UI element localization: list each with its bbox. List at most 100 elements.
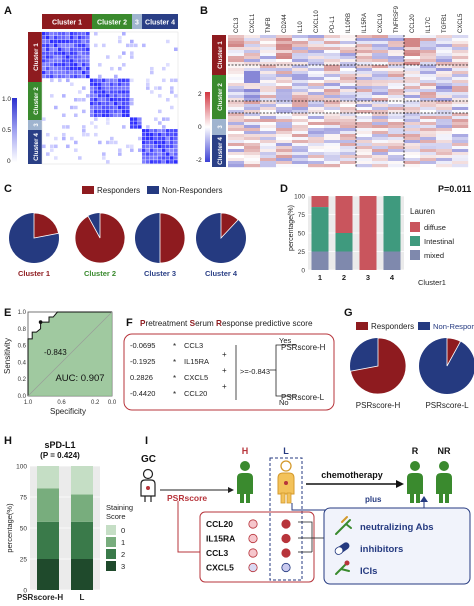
b-cluster-1-side (212, 35, 226, 75)
g-pie-1-label: PSRscore-H (356, 401, 401, 410)
matrix-cell (62, 55, 66, 59)
matrix-cell (134, 117, 138, 121)
heat-cell (388, 101, 405, 105)
matrix-cell (54, 70, 58, 75)
heat-cell (276, 101, 293, 105)
d-bar-intestinal (383, 196, 401, 252)
matrix-cell (150, 70, 154, 75)
matrix-cell (90, 121, 94, 125)
heat-cell (324, 50, 341, 54)
matrix-cell (110, 90, 114, 94)
matrix-cell (106, 98, 110, 102)
matrix-cell (62, 35, 66, 40)
heat-cell (228, 50, 245, 54)
lauren-stacked-bars: 1 2 3 4 (311, 196, 401, 282)
heat-cell (260, 38, 277, 42)
f-score-terms: -0.0695 * CCL3 + -0.1925 * IL15RA +0.2826 * CXCL5… (130, 341, 227, 399)
matrix-cell (54, 35, 58, 40)
pie-slice-responders (33, 212, 60, 239)
heat-cell (436, 137, 453, 141)
matrix-cell (146, 78, 150, 83)
heat-cell (324, 164, 341, 168)
matrix-cell (50, 39, 54, 44)
heat-cell (292, 146, 309, 150)
matrix-cell (122, 109, 126, 114)
heat-cell (228, 44, 245, 48)
panel-e-label: E (4, 307, 11, 319)
f-coef: 0.2826 (130, 373, 153, 382)
h-legend-swatch (106, 525, 116, 535)
matrix-cell (130, 78, 134, 83)
heat-cell (452, 41, 469, 45)
f-times-sign: * (173, 342, 176, 351)
matrix-cell (162, 148, 166, 152)
matrix-cell (82, 32, 86, 36)
heat-cell (260, 92, 277, 96)
matrix-cell (146, 144, 150, 149)
heat-cell (340, 83, 357, 87)
matrix-cell (54, 156, 58, 160)
heat-cell (404, 50, 421, 54)
heat-cell (404, 140, 421, 144)
matrix-cell (66, 66, 70, 71)
heat-cell (452, 122, 469, 126)
e-xtick: 0.2 (91, 400, 100, 406)
heat-cell (356, 143, 373, 147)
heat-cell (372, 41, 389, 45)
heat-cell (244, 134, 261, 138)
heat-cell (324, 122, 341, 126)
matrix-cell (118, 86, 122, 90)
matrix-cell (118, 148, 122, 152)
heat-cell (356, 110, 373, 114)
heat-cell (308, 38, 325, 42)
heat-cell (292, 95, 309, 99)
matrix-cell (162, 160, 166, 164)
i-h: H (242, 446, 249, 456)
heat-cell (292, 122, 309, 126)
heat-cell (308, 50, 325, 54)
matrix-cell (74, 32, 78, 36)
heat-cell (404, 104, 421, 108)
heat-cell (388, 131, 405, 135)
matrix-cell (106, 94, 110, 98)
heat-cell (260, 77, 277, 81)
matrix-cell (162, 125, 166, 129)
panel-c-label: C (4, 183, 12, 195)
matrix-cell (50, 59, 54, 63)
h-xtick: PSRscore-H (17, 593, 63, 602)
h-ytick: 25 (20, 557, 28, 564)
heat-cell (372, 134, 389, 138)
heat-cell (356, 137, 373, 141)
matrix-cell (122, 78, 126, 83)
heat-cell (404, 152, 421, 156)
matrix-cell (46, 74, 50, 79)
heat-cell (404, 35, 421, 39)
heat-cell (340, 77, 357, 81)
heat-cell (340, 92, 357, 96)
matrix-cell (54, 55, 58, 59)
panel-b-tick-mid: 0 (198, 124, 202, 131)
heat-cell (244, 122, 261, 126)
i-h-dot (248, 548, 258, 558)
heat-cell (308, 149, 325, 153)
gene-label: CCL20 (410, 14, 416, 33)
matrix-cell (154, 144, 158, 149)
heat-cell (356, 86, 373, 90)
matrix-cell (126, 78, 130, 83)
heat-cell (356, 83, 373, 87)
matrix-cell (54, 39, 58, 44)
heat-cell (260, 125, 277, 129)
f-score-box (123, 333, 335, 411)
heat-cell (452, 47, 469, 51)
heat-cell (340, 62, 357, 66)
matrix-cell (94, 82, 98, 86)
cluster-1-side-text: Cluster 1 (33, 43, 40, 71)
heat-cell (308, 83, 325, 87)
matrix-cell (86, 63, 90, 67)
heat-cell (228, 47, 245, 51)
matrix-cell (126, 109, 130, 114)
matrix-cell (62, 43, 66, 48)
heat-cell (228, 137, 245, 141)
panel-i: I GC PSRscore H L (140, 435, 471, 585)
heat-cell (404, 146, 421, 150)
